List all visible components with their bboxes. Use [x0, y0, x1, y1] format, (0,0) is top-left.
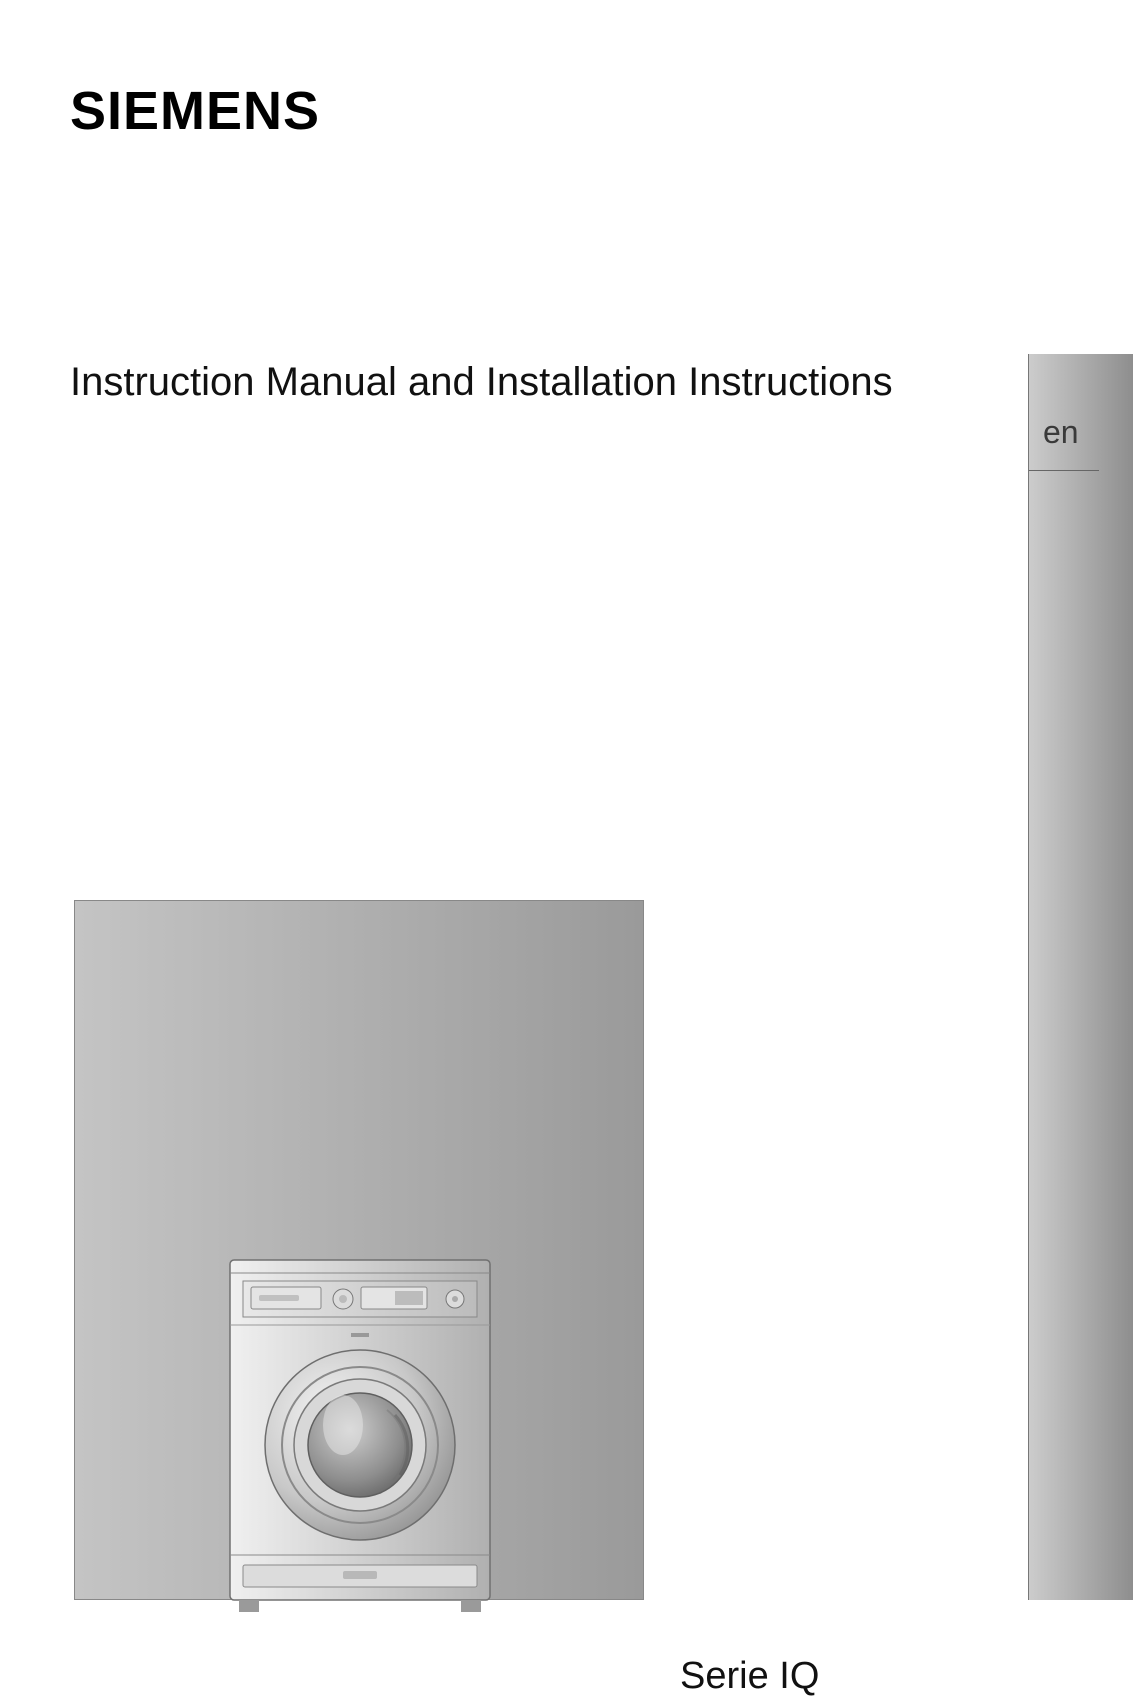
brand-logo: SIEMENS — [70, 80, 320, 142]
series-label: Serie IQ — [680, 1655, 819, 1698]
language-label: en — [1043, 414, 1079, 451]
document-title: Instruction Manual and Installation Inst… — [70, 360, 893, 405]
tab-divider — [1029, 470, 1099, 471]
washing-machine-illustration — [225, 1255, 495, 1615]
language-side-tab: en — [1028, 354, 1133, 1600]
